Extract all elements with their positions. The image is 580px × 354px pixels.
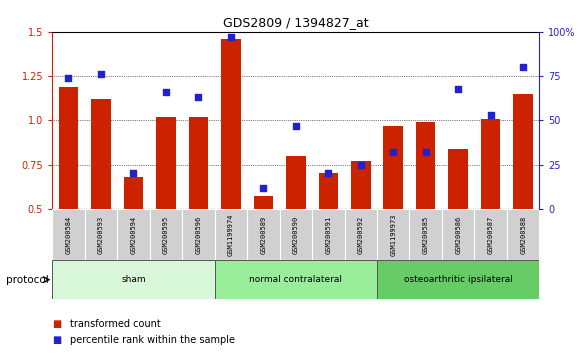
Text: GSM200586: GSM200586 (455, 215, 461, 254)
Bar (416, 122, 436, 209)
Bar (377, 260, 539, 299)
Text: GSM200593: GSM200593 (98, 215, 104, 254)
Point (389, 149, 398, 155)
Text: protocol: protocol (6, 275, 49, 285)
Text: osteoarthritic ipsilateral: osteoarthritic ipsilateral (404, 275, 513, 284)
Text: normal contralateral: normal contralateral (249, 275, 342, 284)
Bar (52, 260, 215, 299)
Point (194, 95, 203, 100)
Bar (409, 209, 442, 260)
Bar (215, 260, 377, 299)
Bar (312, 209, 345, 260)
Text: sham: sham (121, 275, 146, 284)
Text: GSM200594: GSM200594 (130, 215, 136, 254)
Text: GSM200585: GSM200585 (423, 215, 429, 254)
Bar (215, 209, 247, 260)
Bar (383, 126, 403, 209)
Bar (150, 209, 182, 260)
Bar (253, 196, 273, 209)
Bar (442, 209, 474, 260)
Bar (345, 209, 377, 260)
Bar (124, 177, 143, 209)
Text: ■: ■ (52, 319, 61, 329)
Bar (85, 209, 117, 260)
Point (324, 171, 333, 176)
Text: ■: ■ (52, 335, 61, 345)
Text: GSM200584: GSM200584 (66, 215, 71, 254)
Bar (156, 117, 176, 209)
Bar (117, 209, 150, 260)
Bar (188, 117, 208, 209)
Text: GSM200591: GSM200591 (325, 215, 331, 254)
Text: percentile rank within the sample: percentile rank within the sample (70, 335, 234, 345)
Point (96, 72, 106, 77)
Point (454, 86, 463, 91)
Bar (318, 173, 338, 209)
Title: GDS2809 / 1394827_at: GDS2809 / 1394827_at (223, 16, 369, 29)
Text: GSM1199973: GSM1199973 (390, 213, 396, 256)
Point (161, 89, 171, 95)
Point (486, 112, 495, 118)
Bar (182, 209, 215, 260)
Point (421, 149, 430, 155)
Point (259, 185, 268, 190)
Text: GSM200596: GSM200596 (195, 215, 201, 254)
Bar (377, 209, 409, 260)
Point (291, 123, 300, 129)
Text: GSM1199974: GSM1199974 (228, 213, 234, 256)
Bar (513, 94, 533, 209)
Text: GSM200595: GSM200595 (163, 215, 169, 254)
Bar (280, 209, 312, 260)
Bar (247, 209, 280, 260)
Text: GSM200590: GSM200590 (293, 215, 299, 254)
Bar (91, 99, 111, 209)
Text: GSM200589: GSM200589 (260, 215, 266, 254)
Bar (448, 149, 468, 209)
Bar (221, 39, 241, 209)
Text: GSM200592: GSM200592 (358, 215, 364, 254)
Text: transformed count: transformed count (70, 319, 160, 329)
Bar (474, 209, 507, 260)
Bar (481, 119, 501, 209)
Bar (351, 161, 371, 209)
Bar (52, 209, 85, 260)
Point (226, 34, 235, 40)
Point (64, 75, 73, 81)
Point (519, 64, 528, 70)
Point (129, 171, 138, 176)
Point (356, 162, 365, 167)
Text: GSM200588: GSM200588 (520, 215, 526, 254)
Bar (507, 209, 539, 260)
Bar (286, 156, 306, 209)
Bar (59, 87, 78, 209)
Text: GSM200587: GSM200587 (488, 215, 494, 254)
